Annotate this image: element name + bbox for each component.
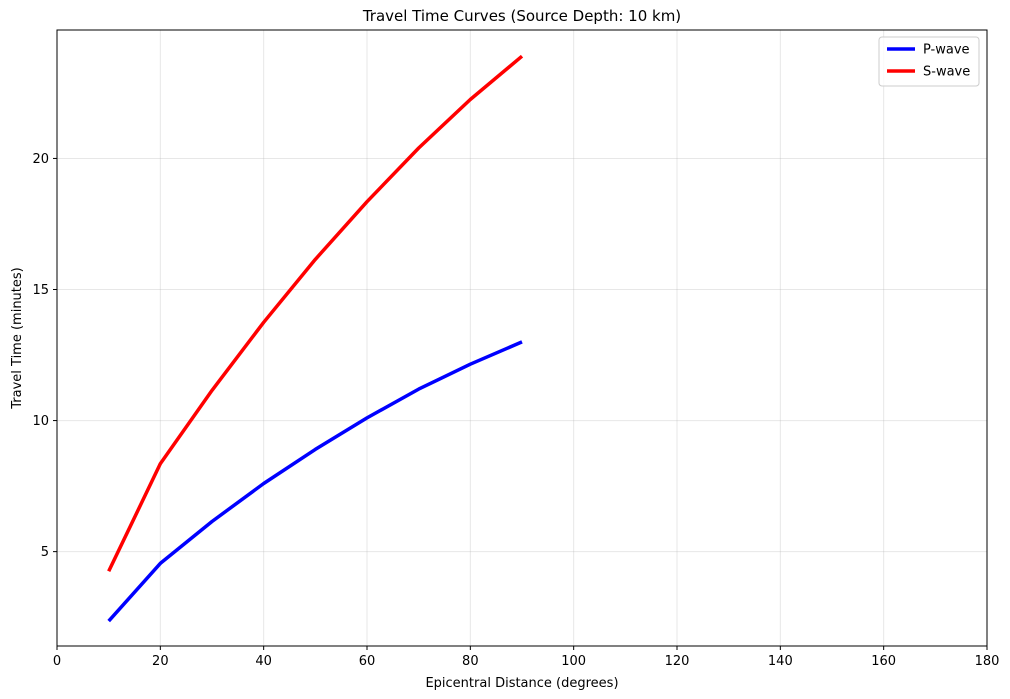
legend-label: S-wave xyxy=(923,65,970,80)
series-lines xyxy=(107,54,524,623)
x-axis-label: Epicentral Distance (degrees) xyxy=(425,676,618,691)
series-line-p-wave xyxy=(107,340,523,623)
y-tick-label: 15 xyxy=(32,283,49,298)
axis-ticks: 0 20 40 60 80 100 120 140 160 180 5 10 15 20 xyxy=(32,152,999,669)
chart-title: Travel Time Curves (Source Depth: 10 km) xyxy=(362,7,681,25)
x-tick-label: 60 xyxy=(359,654,376,669)
x-tick-label: 40 xyxy=(255,654,272,669)
legend-label: P-wave xyxy=(923,43,970,58)
y-tick-label: 5 xyxy=(41,545,49,560)
legend: P-wave S-wave xyxy=(878,36,980,87)
x-tick-label: 0 xyxy=(53,654,61,669)
x-tick-label: 80 xyxy=(462,654,479,669)
y-axis-label: Travel Time (minutes) xyxy=(10,267,25,410)
y-tick-label: 20 xyxy=(32,152,49,167)
y-tick-label: 10 xyxy=(32,414,49,429)
x-tick-label: 20 xyxy=(152,654,169,669)
x-tick-label: 120 xyxy=(665,654,690,669)
plot-frame xyxy=(56,29,988,647)
x-tick-label: 140 xyxy=(768,654,793,669)
grid-lines xyxy=(56,30,988,646)
x-tick-label: 160 xyxy=(871,654,896,669)
series-line-s-wave xyxy=(107,54,524,573)
x-tick-label: 100 xyxy=(561,654,586,669)
x-tick-label: 180 xyxy=(975,654,1000,669)
